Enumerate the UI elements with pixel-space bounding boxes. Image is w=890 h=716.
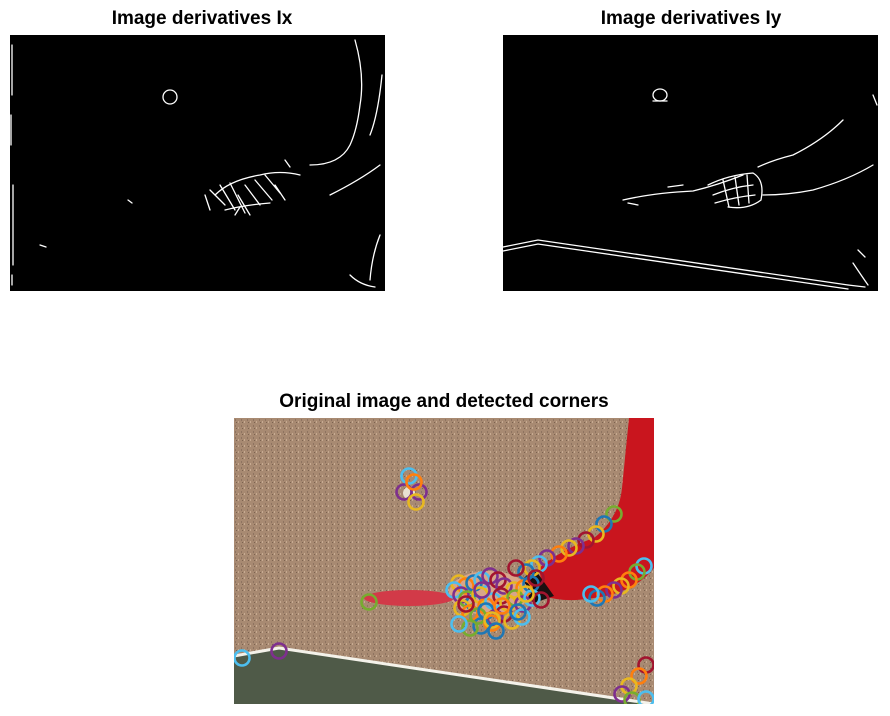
corner-marker — [517, 585, 535, 603]
corner-marker — [407, 493, 425, 511]
corner-marker — [410, 483, 428, 501]
corner-marker — [550, 545, 568, 563]
corner-marker — [487, 622, 505, 640]
paddle — [364, 590, 454, 606]
corner-marker — [637, 690, 654, 704]
table — [234, 648, 654, 704]
corner-marker — [503, 612, 521, 630]
corner-marker — [234, 649, 251, 667]
corner-marker — [605, 505, 623, 523]
corner-marker — [582, 585, 600, 603]
ix-derivative-image — [10, 35, 385, 291]
corner-marker — [270, 642, 288, 660]
corner-marker — [473, 581, 491, 599]
corner-marker — [483, 611, 501, 629]
iy-panel-title: Image derivatives Iy — [600, 8, 782, 29]
corner-marker — [461, 619, 479, 637]
corner-marker — [513, 608, 531, 626]
corner-marker — [605, 581, 623, 599]
corner-marker — [532, 591, 550, 609]
corner-marker — [457, 595, 475, 613]
corner-marker — [495, 577, 513, 595]
corner-marker — [630, 667, 648, 685]
corner-marker — [567, 537, 585, 555]
corner-marker — [509, 603, 527, 621]
corner-marker — [450, 615, 468, 633]
corners-panel-title: Original image and detected corners — [279, 391, 609, 412]
iy-derivative-image — [503, 35, 878, 291]
corner-marker — [507, 559, 525, 577]
original-image-with-corners — [234, 418, 654, 704]
corner-marker — [457, 577, 475, 595]
corner-marker — [493, 597, 511, 615]
corner-marker — [527, 569, 545, 587]
corner-marker — [405, 473, 423, 491]
corner-marker — [489, 571, 507, 589]
corner-marker — [360, 593, 378, 611]
ix-panel-title: Image derivatives Ix — [111, 8, 293, 29]
